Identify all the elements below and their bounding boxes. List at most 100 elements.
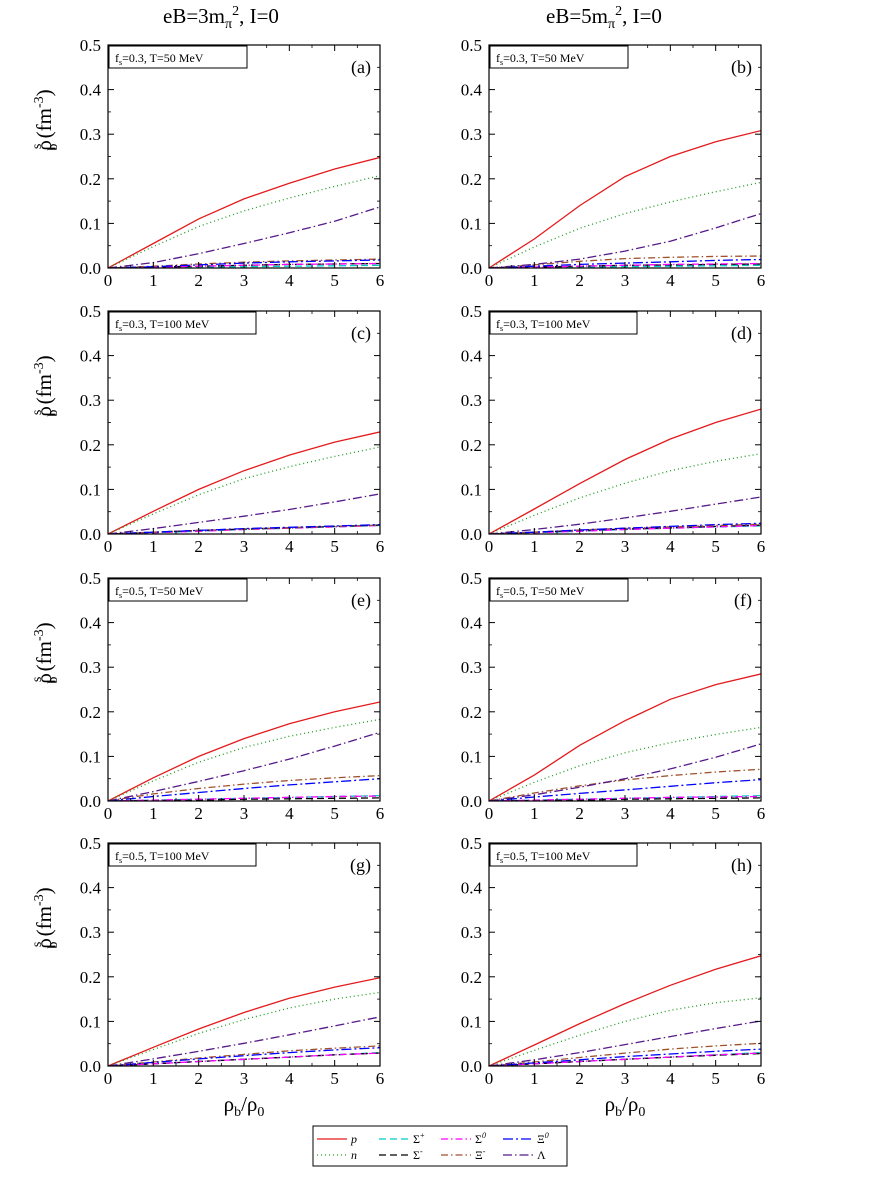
x-tick-label: 0 xyxy=(104,1069,113,1088)
plot-frame xyxy=(488,842,762,1067)
y-axis-label: ρsb (fm-3) xyxy=(30,355,61,416)
panel-h: 0 1 2 3 4 5 6 0.0 0.1 0.2 0.3 0.4 0.5 fs=0.5, T=100 M… xyxy=(461,834,766,1120)
x-tick-label: 6 xyxy=(376,1069,385,1088)
annotation-box xyxy=(108,843,257,867)
x-tick-label: 5 xyxy=(330,537,339,556)
annotation-box xyxy=(108,578,248,602)
panel-label: (c) xyxy=(351,323,371,344)
x-tick-label: 4 xyxy=(285,804,294,823)
annotation-box xyxy=(489,311,638,335)
x-tick-label: 2 xyxy=(194,804,203,823)
y-tick-label: 0.5 xyxy=(461,302,482,321)
y-tick-label: 0.0 xyxy=(80,525,101,544)
y-tick-label: 0.4 xyxy=(80,614,102,633)
y-tick-label: 0.5 xyxy=(461,834,482,853)
series-line-Λ xyxy=(489,743,761,801)
x-axis-label: ρb/ρ0 xyxy=(605,1092,646,1120)
series-line-n xyxy=(108,175,380,268)
x-tick-label: 0 xyxy=(104,804,113,823)
panel-b: 0 1 2 3 4 5 6 0.0 0.1 0.2 0.3 0.4 0.5 fs=0.3, T=50 Me… xyxy=(461,36,766,290)
x-tick-label: 4 xyxy=(285,271,294,290)
series-line-Λ xyxy=(108,206,380,268)
y-tick-label: 0.3 xyxy=(461,658,482,677)
x-tick-label: 4 xyxy=(666,271,675,290)
y-tick-label: 0.2 xyxy=(80,436,101,455)
plot-frame xyxy=(107,842,381,1067)
legend-label: Ξ0 xyxy=(537,1131,549,1146)
x-tick-label: 1 xyxy=(149,271,158,290)
y-tick-label: 0.0 xyxy=(461,1057,482,1076)
y-tick-label: 0.4 xyxy=(80,347,102,366)
annotation-text: fs=0.5, T=50 MeV xyxy=(496,584,585,600)
legend-item-p: p xyxy=(317,1132,357,1146)
annotation-box xyxy=(489,578,629,602)
x-tick-label: 3 xyxy=(240,804,249,823)
annotation-text: fs=0.5, T=100 MeV xyxy=(115,849,210,865)
x-tick-label: 1 xyxy=(530,804,539,823)
y-tick-label: 0.2 xyxy=(80,968,101,987)
y-tick-label: 0.2 xyxy=(461,703,482,722)
x-tick-label: 1 xyxy=(530,537,539,556)
series-line-Λ xyxy=(489,212,761,268)
y-tick-label: 0.4 xyxy=(461,347,483,366)
y-tick-label: 0.0 xyxy=(461,259,482,278)
annotation-box xyxy=(489,45,629,69)
x-tick-label: 2 xyxy=(194,271,203,290)
y-tick-label: 0.5 xyxy=(80,302,101,321)
series-line-Ξ- xyxy=(108,774,380,801)
y-tick-label: 0.5 xyxy=(80,834,101,853)
legend-item-n: n xyxy=(317,1148,357,1162)
x-tick-label: 5 xyxy=(711,537,720,556)
x-tick-label: 6 xyxy=(757,1069,766,1088)
series-line-n xyxy=(108,991,380,1066)
series-line-n xyxy=(489,726,761,801)
x-tick-label: 2 xyxy=(575,537,584,556)
y-tick-label: 0.2 xyxy=(461,436,482,455)
legend-label: Λ xyxy=(537,1148,546,1162)
legend-label: Σ- xyxy=(413,1147,423,1162)
series-line-p xyxy=(489,955,761,1066)
x-tick-label: 0 xyxy=(104,537,113,556)
series-line-n xyxy=(108,718,380,801)
panel-label: (e) xyxy=(351,590,371,611)
panel-g: 0 1 2 3 4 5 6 0.0 0.1 0.2 0.3 0.4 0.5 fs=0.5, T=100 M… xyxy=(30,834,384,1120)
x-tick-label: 6 xyxy=(757,537,766,556)
x-tick-label: 1 xyxy=(530,1069,539,1088)
panel-label: (b) xyxy=(731,57,752,78)
x-tick-label: 3 xyxy=(621,271,630,290)
legend-label: Σ0 xyxy=(475,1131,486,1146)
panel-d: 0 1 2 3 4 5 6 0.0 0.1 0.2 0.3 0.4 0.5 fs=0.3, T=100 M… xyxy=(461,302,766,556)
y-tick-label: 0.4 xyxy=(461,614,483,633)
y-tick-label: 0.3 xyxy=(461,391,482,410)
y-tick-label: 0.5 xyxy=(461,36,482,55)
x-tick-label: 0 xyxy=(104,271,113,290)
column-title-left: eB=3mπ2, I=0 xyxy=(163,4,279,33)
x-tick-label: 0 xyxy=(485,1069,494,1088)
y-tick-label: 0.0 xyxy=(461,525,482,544)
annotation-text: fs=0.5, T=100 MeV xyxy=(496,849,591,865)
legend-item-Σ+: Σ+ xyxy=(379,1131,425,1146)
x-tick-label: 4 xyxy=(285,1069,294,1088)
y-tick-label: 0.3 xyxy=(80,391,101,410)
panel-label: (g) xyxy=(350,855,371,876)
series-line-n xyxy=(489,181,761,268)
y-tick-label: 0.2 xyxy=(461,968,482,987)
panel-label: (h) xyxy=(731,855,752,876)
plot-frame xyxy=(107,44,381,269)
legend: pn Σ+Σ- Σ0Ξ- Ξ0 Λ xyxy=(312,1125,568,1167)
legend-label: Σ+ xyxy=(413,1131,425,1146)
plot-frame xyxy=(107,577,381,802)
y-tick-label: 0.1 xyxy=(80,480,101,499)
y-tick-label: 0.4 xyxy=(461,879,483,898)
series-line-Λ xyxy=(108,1016,380,1066)
y-tick-label: 0.3 xyxy=(461,923,482,942)
x-tick-label: 6 xyxy=(376,804,385,823)
x-tick-label: 4 xyxy=(666,804,675,823)
series-line-p xyxy=(108,156,380,268)
x-tick-label: 3 xyxy=(240,1069,249,1088)
series-line-n xyxy=(489,453,761,534)
legend-item-Σ-: Σ- xyxy=(379,1147,423,1162)
y-tick-label: 0.1 xyxy=(461,1012,482,1031)
y-tick-label: 0.5 xyxy=(461,569,482,588)
